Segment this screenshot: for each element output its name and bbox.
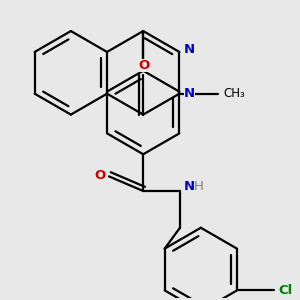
- Text: O: O: [94, 169, 106, 182]
- Text: N: N: [184, 87, 195, 100]
- Text: O: O: [139, 58, 150, 72]
- Text: CH₃: CH₃: [223, 87, 245, 100]
- Text: H: H: [194, 180, 204, 193]
- Text: Cl: Cl: [278, 284, 292, 297]
- Text: N: N: [184, 43, 195, 56]
- Text: N: N: [183, 180, 194, 193]
